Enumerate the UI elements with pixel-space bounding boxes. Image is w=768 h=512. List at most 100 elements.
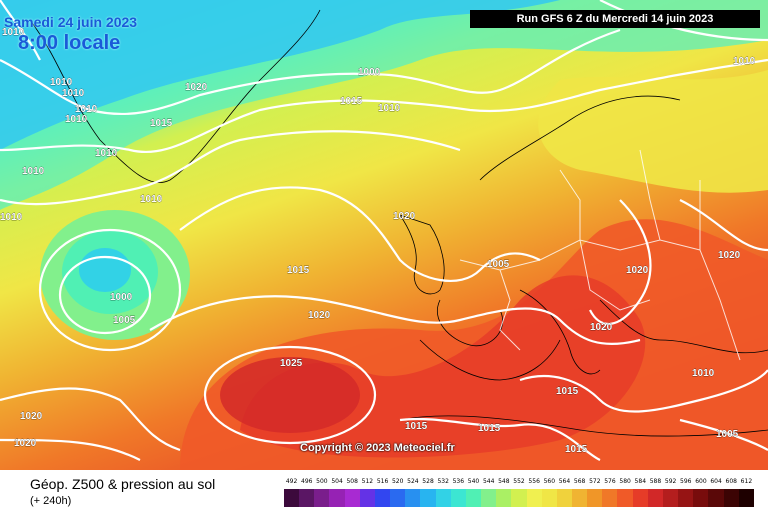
isobar-label: 1015 (556, 386, 579, 397)
scale-label: 548 (498, 478, 510, 485)
scale-label: 544 (482, 478, 495, 485)
scale-swatch (587, 489, 603, 507)
isobar-label: 1020 (20, 411, 43, 422)
scale-label: 540 (467, 478, 480, 485)
isobar-label: 1010 (75, 104, 98, 115)
scale-swatch (632, 489, 648, 507)
scale-swatch (420, 489, 436, 507)
forecast-date: Samedi 24 juin 2023 (4, 14, 138, 30)
isobar-label: 1005 (716, 429, 739, 440)
isobar-label: 1010 (140, 194, 163, 205)
scale-swatch (662, 489, 679, 507)
scale-swatch (738, 489, 754, 507)
scale-label: 508 (346, 478, 358, 485)
scale-swatch (329, 489, 345, 507)
scale-label: 524 (407, 478, 419, 485)
isobar-label: 1020 (393, 211, 416, 222)
weather-map: 1010 1010 1010 1010 1010 1010 1020 1015 … (0, 0, 768, 470)
isobar-label: 1010 (0, 212, 23, 223)
scale-label: 568 (573, 478, 586, 485)
isobar-label: 1010 (2, 27, 25, 38)
cold-core-inner (79, 248, 131, 292)
isobar-labels: 1010 1010 1010 1010 1010 1010 1020 1015 … (0, 27, 756, 455)
scale-swatch (450, 489, 466, 507)
scale-label: 492 (285, 478, 298, 485)
scale-label: 588 (649, 478, 662, 485)
scale-label: 584 (634, 478, 647, 485)
scale-swatch (435, 489, 451, 507)
isobar-label: 1010 (50, 77, 73, 88)
scale-label: 504 (331, 478, 343, 485)
scale-label: 564 (558, 478, 571, 485)
scale-label: 520 (391, 478, 404, 485)
isobar-label: 1020 (590, 322, 613, 333)
isobar-label: 1015 (340, 96, 363, 107)
scale-label: 516 (376, 478, 389, 485)
scale-swatch (723, 489, 739, 507)
isobar-label: 1020 (626, 265, 649, 276)
scale-swatch (571, 489, 588, 507)
map-canvas: 1010 1010 1010 1010 1010 1010 1020 1015 … (0, 0, 768, 470)
isobar-label: 1010 (733, 56, 756, 67)
isobar-label: 1005 (113, 315, 136, 326)
z500-zone-scandinavia (538, 70, 768, 193)
scale-swatch (556, 489, 572, 507)
scale-label: 596 (680, 478, 692, 485)
scale-swatch (344, 489, 360, 507)
scale-label: 592 (664, 478, 677, 485)
scale-swatch (526, 489, 542, 507)
isobar-label: 1010 (22, 166, 45, 177)
scale-label: 536 (452, 478, 465, 485)
isobar-label: 1015 (287, 265, 310, 276)
color-scale-labels: 492 496 500 504 508 512 516 520 524 528 532 536 540 5… (284, 478, 754, 488)
scale-label: 604 (710, 478, 722, 485)
coastlines (29, 9, 768, 437)
scale-swatch (390, 489, 406, 507)
isobar-label: 1010 (692, 368, 715, 379)
isobar-label: 1015 (150, 118, 173, 129)
scale-swatch (602, 489, 618, 507)
scale-label: 600 (695, 478, 707, 485)
scale-label: 580 (619, 478, 631, 485)
isobar-label: 1010 (65, 114, 88, 125)
scale-swatch (481, 489, 497, 507)
scale-label: 612 (740, 478, 753, 485)
scale-label: 496 (301, 478, 313, 485)
scale-swatch (299, 489, 315, 507)
legend-footer: Géop. Z500 & pression au sol (+ 240h) 49… (0, 470, 768, 512)
scale-label: 572 (589, 478, 601, 485)
scale-label: 560 (543, 478, 556, 485)
isobar-label: 1015 (405, 421, 428, 432)
isobar-label: 1005 (487, 259, 510, 270)
scale-label: 500 (316, 478, 328, 485)
map-title: Géop. Z500 & pression au sol (30, 476, 216, 492)
isobar-label: 1015 (478, 423, 501, 434)
scale-swatch (314, 489, 330, 507)
scale-label: 576 (604, 478, 616, 485)
isobar-label: 1000 (110, 292, 133, 303)
isobar-label: 1010 (62, 88, 85, 99)
scale-swatch (541, 489, 557, 507)
scale-swatch (359, 489, 375, 507)
scale-swatch (374, 489, 391, 507)
isobar-label: 1020 (14, 438, 37, 449)
scale-swatch (405, 489, 421, 507)
forecast-range: (+ 240h) (30, 495, 72, 507)
run-info-banner: Run GFS 6 Z du Mercredi 14 juin 2023 (470, 10, 760, 28)
scale-label: 512 (361, 478, 374, 485)
scale-swatch (465, 489, 482, 507)
isobar-label: 1010 (378, 103, 401, 114)
scale-swatch (678, 489, 694, 507)
scale-label: 532 (437, 478, 449, 485)
scale-label: 552 (513, 478, 525, 485)
isobar-label: 1020 (718, 250, 741, 261)
scale-swatch (284, 489, 300, 507)
scale-swatch (617, 489, 633, 507)
scale-swatch (708, 489, 724, 507)
scale-label: 556 (528, 478, 540, 485)
scale-swatch (511, 489, 527, 507)
scale-label: 528 (422, 478, 434, 485)
scale-swatch (496, 489, 512, 507)
azores-high-core (220, 357, 360, 433)
copyright-notice: Copyright © 2023 Meteociel.fr (300, 442, 455, 454)
